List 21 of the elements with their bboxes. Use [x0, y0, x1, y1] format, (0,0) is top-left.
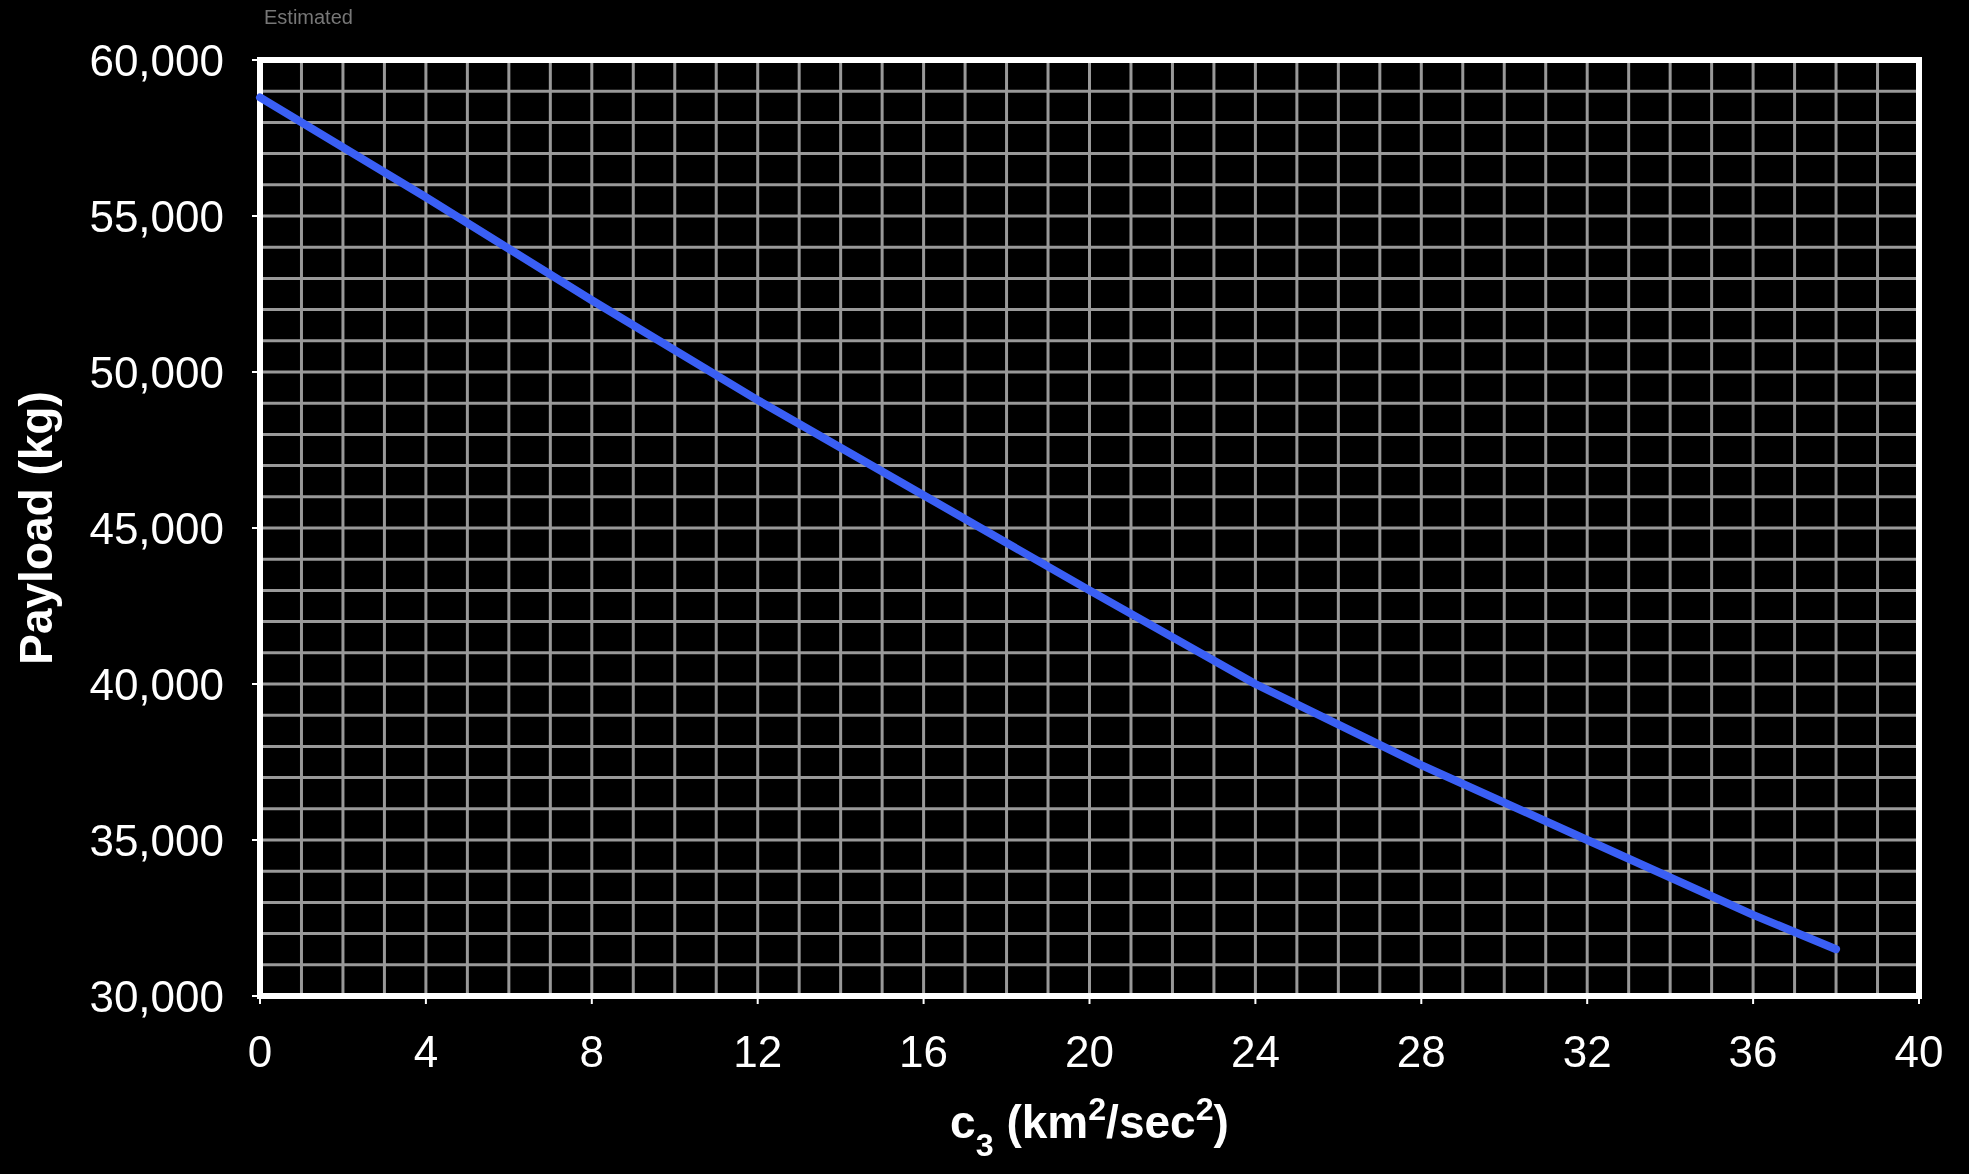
- y-tick-label: 30,000: [89, 972, 224, 1021]
- y-tick-label: 35,000: [89, 816, 224, 865]
- y-tick-label: 45,000: [89, 504, 224, 553]
- text: Estimated: [264, 6, 353, 28]
- x-tick-label: 20: [1065, 1027, 1114, 1076]
- x-tick-label: 40: [1894, 1027, 1944, 1076]
- x-tick-label: 12: [733, 1027, 783, 1076]
- y-tick-label: 50,000: [89, 348, 224, 397]
- x-tick-label: 32: [1562, 1027, 1612, 1076]
- x-tick-label: 0: [247, 1027, 273, 1076]
- x-tick-label: 16: [899, 1027, 949, 1076]
- y-tick-label: 60,000: [89, 36, 224, 85]
- x-tick-label: 36: [1728, 1027, 1778, 1076]
- x-tick-label: 24: [1230, 1027, 1280, 1076]
- y-tick-label: 40,000: [89, 660, 224, 709]
- x-tick-label: 28: [1396, 1027, 1446, 1076]
- y-axis-title: Payload (kg): [10, 391, 62, 665]
- x-tick-label: 4: [413, 1027, 439, 1076]
- x-axis-title: c$_{3}$ (km$^{2}$/sec$^{2}$): [950, 1091, 1229, 1163]
- y-tick-label: 55,000: [89, 192, 224, 241]
- x-tick-label: 8: [579, 1027, 605, 1076]
